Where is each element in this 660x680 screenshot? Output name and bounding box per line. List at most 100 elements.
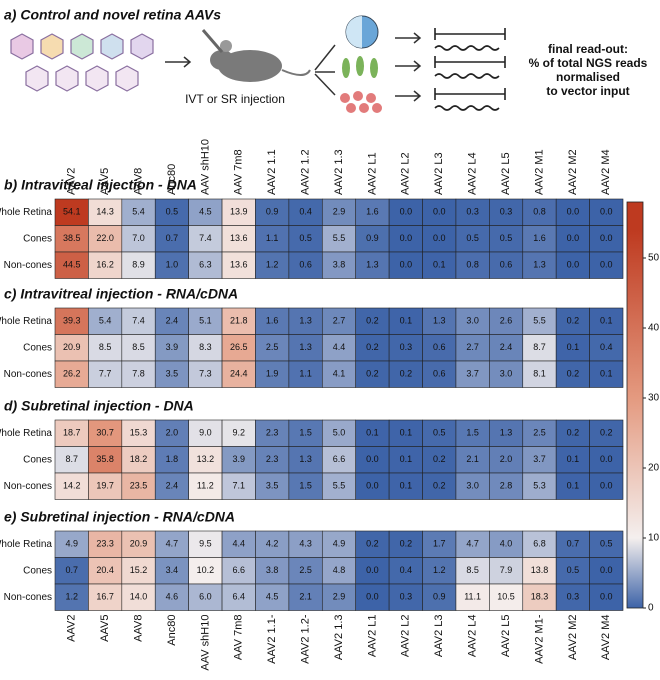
cell-label: 2.3 (266, 428, 279, 438)
cell-label: 4.7 (166, 539, 179, 549)
cell-label: 1.2 (65, 592, 78, 602)
cell-label: 0.2 (400, 539, 413, 549)
column-label: AAV2 M2 (567, 615, 579, 661)
heat-cell (54, 446, 89, 474)
heat-cell (388, 251, 423, 279)
heat-cell (188, 419, 223, 447)
cell-label: 8.9 (132, 260, 145, 270)
cell-label: 0.2 (366, 539, 379, 549)
heat-cell (255, 307, 290, 335)
cell-label: 4.3 (299, 539, 312, 549)
column-label: AAV shH10 (199, 139, 211, 195)
row-label: Non-cones (4, 369, 52, 380)
heat-cell (188, 472, 223, 500)
cell-label: 7.7 (99, 369, 112, 379)
heat-cell (154, 307, 189, 335)
heat-cell (489, 251, 524, 279)
cell-label: 8.7 (533, 342, 546, 352)
heat-cell (422, 225, 457, 253)
cell-label: 0.7 (166, 233, 179, 243)
cell-label: 35.8 (96, 454, 114, 464)
cell-label: 4.7 (466, 539, 479, 549)
cell-label: 14.0 (130, 592, 148, 602)
arrows (395, 32, 422, 102)
cell-label: 7.4 (199, 233, 212, 243)
cell-label: 2.1 (299, 592, 312, 602)
cell-label: 4.5 (199, 207, 212, 217)
heat-cell (555, 198, 590, 226)
heat-cell (522, 225, 557, 253)
cell-label: 0.0 (600, 207, 613, 217)
cell-label: 1.3 (299, 316, 312, 326)
heat-cell (288, 198, 323, 226)
column-label: AAV2 L4 (467, 615, 479, 658)
row-label: Whole Retina (0, 207, 52, 218)
heat-cell (188, 446, 223, 474)
cell-label: 0.0 (567, 260, 580, 270)
heat-cell (288, 251, 323, 279)
heat-cell (422, 472, 457, 500)
readout-line: to vector input (546, 84, 629, 98)
cell-label: 1.6 (366, 207, 379, 217)
heat-cell (188, 583, 223, 611)
cell-label: 1.0 (166, 260, 179, 270)
heat-cell (121, 251, 156, 279)
heat-cell (555, 225, 590, 253)
heat-cell (221, 360, 256, 388)
heat-cell (288, 583, 323, 611)
cell-label: 5.3 (533, 481, 546, 491)
cell-label: 39.3 (63, 316, 81, 326)
cell-label: 0.7 (567, 539, 580, 549)
cell-label: 7.8 (132, 369, 145, 379)
cell-label: 1.6 (266, 316, 279, 326)
cell-label: 8.5 (99, 342, 112, 352)
cell-label: 10.2 (197, 565, 215, 575)
column-label: AAV8 (132, 168, 144, 195)
cell-label: 0.5 (433, 428, 446, 438)
heat-cell (54, 583, 89, 611)
colorbar-tick-label: 50 (648, 253, 660, 264)
cell-label: 23.5 (130, 481, 148, 491)
heat-cell (54, 360, 89, 388)
heat-cell (522, 251, 557, 279)
cell-label: 3.8 (333, 260, 346, 270)
heat-cell (121, 307, 156, 335)
cell-label: 0.0 (400, 207, 413, 217)
cell-label: 0.1 (433, 260, 446, 270)
heat-cell (455, 251, 490, 279)
cell-label: 2.4 (166, 316, 179, 326)
heat-cell (255, 446, 290, 474)
cell-label: 24.4 (230, 369, 248, 379)
heat-cell (255, 251, 290, 279)
cell-label: 0.2 (567, 316, 580, 326)
heat-cell (288, 530, 323, 558)
column-label: AAV2 M4 (600, 149, 612, 195)
cell-label: 3.0 (466, 316, 479, 326)
readout-line: final read-out: (548, 42, 628, 56)
cell-label: 0.2 (567, 369, 580, 379)
column-label: AAV2 L3 (433, 615, 445, 658)
cell-label: 6.6 (233, 565, 246, 575)
readout-line: normalised (556, 70, 620, 84)
heat-cell (221, 557, 256, 585)
cell-label: 0.4 (299, 207, 312, 217)
cell-label: 20.4 (96, 565, 114, 575)
heat-cell (88, 360, 123, 388)
heat-cell (589, 583, 624, 611)
colorbar-tick-label: 10 (648, 533, 660, 544)
cell-label: 6.0 (199, 592, 212, 602)
cell-label: 0.6 (433, 369, 446, 379)
capsids (10, 33, 154, 92)
cell-label: 0.0 (366, 481, 379, 491)
cell-label: 0.1 (400, 316, 413, 326)
heat-cell (388, 557, 423, 585)
cell-label: 6.3 (199, 260, 212, 270)
column-label: AAV2 1.1- (266, 614, 278, 664)
column-label: AAV2 L1 (366, 152, 378, 195)
column-label: AAV2 L5 (500, 152, 512, 195)
cell-label: 1.1 (266, 233, 279, 243)
heat-cell (221, 198, 256, 226)
cell-label: 0.0 (600, 481, 613, 491)
cell-label: 9.0 (199, 428, 212, 438)
cell-label: 2.0 (166, 428, 179, 438)
